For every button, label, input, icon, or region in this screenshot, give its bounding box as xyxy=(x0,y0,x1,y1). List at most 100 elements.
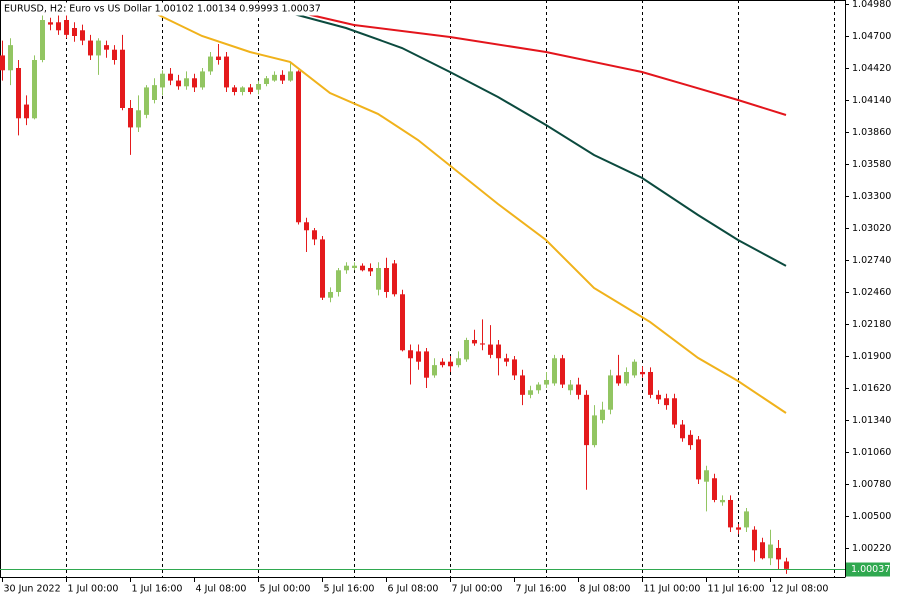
candle-body xyxy=(136,110,141,128)
candle-body xyxy=(400,294,405,351)
y-tick-label: 1.03580 xyxy=(852,159,891,170)
candle-body xyxy=(576,384,581,395)
ma-line xyxy=(289,12,787,267)
x-tick-label: 1 Jul 00:00 xyxy=(68,584,119,595)
y-tick-label: 1.02180 xyxy=(852,319,891,330)
candle-body xyxy=(232,87,237,92)
x-tick-label: 11 Jul 00:00 xyxy=(644,584,701,595)
candle-body xyxy=(472,339,477,344)
ma-line xyxy=(265,4,787,116)
candle-body xyxy=(704,470,709,482)
candle-body xyxy=(152,85,157,100)
candle-body xyxy=(600,409,605,420)
candle-body xyxy=(32,59,37,119)
ma-line xyxy=(137,4,787,414)
candle-body xyxy=(72,27,77,36)
candle-body xyxy=(528,390,533,395)
candle-body xyxy=(416,351,421,362)
candle-body xyxy=(584,394,589,446)
candle-body xyxy=(440,361,445,366)
price-label-box xyxy=(846,562,890,577)
candle-body xyxy=(0,55,5,71)
candle-body xyxy=(312,230,317,240)
y-tick-label: 1.00500 xyxy=(852,511,891,522)
candle-body xyxy=(712,478,717,500)
y-tick-label: 1.04420 xyxy=(852,63,891,74)
candle-body xyxy=(488,344,493,355)
y-tick-label: 1.03860 xyxy=(852,127,891,138)
candle-body xyxy=(448,361,453,367)
candle-body xyxy=(776,547,781,560)
candle-body xyxy=(320,239,325,298)
candle-body xyxy=(656,394,661,400)
candle-body xyxy=(184,78,189,87)
candle-body xyxy=(552,358,557,384)
candle-body xyxy=(256,83,261,90)
candle-body xyxy=(168,73,173,81)
candle-body xyxy=(160,73,165,88)
y-tick-label: 1.01340 xyxy=(852,415,891,426)
x-tick-label: 5 Jul 16:00 xyxy=(324,584,375,595)
candle-body xyxy=(112,49,117,60)
candle-body xyxy=(784,561,789,569)
x-tick-label: 12 Jul 08:00 xyxy=(772,584,829,595)
candle-body xyxy=(544,379,549,385)
candle-body xyxy=(456,358,461,366)
candle-body xyxy=(736,527,741,530)
candle-body xyxy=(480,343,485,345)
candle-body xyxy=(632,361,637,376)
candle-body xyxy=(384,267,389,292)
y-tick-label: 1.03300 xyxy=(852,191,891,202)
y-tick-label: 1.03020 xyxy=(852,223,891,234)
candle-body xyxy=(608,375,613,410)
candle-body xyxy=(240,87,245,92)
candle-body xyxy=(336,270,341,292)
candle-body xyxy=(248,87,253,92)
y-tick-label: 1.02740 xyxy=(852,255,891,266)
candle-body xyxy=(24,104,29,119)
candle-body xyxy=(432,365,437,376)
candle-body xyxy=(688,434,693,446)
candle-body xyxy=(80,30,85,41)
price-label: 1.00037 xyxy=(851,564,890,575)
candle-body xyxy=(640,371,645,375)
candle-body xyxy=(96,40,101,56)
candle-body xyxy=(328,291,333,298)
y-tick-label: 1.01620 xyxy=(852,383,891,394)
candle-body xyxy=(88,40,93,56)
candle-body xyxy=(16,67,21,119)
candle-body xyxy=(56,22,61,31)
candle-body xyxy=(504,358,509,362)
candle-body xyxy=(352,265,357,268)
candle-body xyxy=(744,511,749,528)
candle-body xyxy=(128,107,133,128)
candle-body xyxy=(520,375,525,395)
x-tick-label: 4 Jul 08:00 xyxy=(196,584,247,595)
candle-body xyxy=(104,45,109,50)
candle-body xyxy=(464,339,469,360)
y-tick-label: 1.04980 xyxy=(852,0,891,10)
candle-body xyxy=(280,74,285,81)
y-tick-label: 1.04140 xyxy=(852,95,891,106)
candle-body xyxy=(768,544,773,559)
candles xyxy=(0,15,789,574)
x-tick-label: 7 Jul 00:00 xyxy=(452,584,503,595)
candle-body xyxy=(560,358,565,385)
candle-body xyxy=(64,19,69,35)
candle-body xyxy=(344,265,349,271)
candle-body xyxy=(408,350,413,359)
y-tick-label: 1.04700 xyxy=(852,31,891,42)
candle-body xyxy=(376,267,381,290)
y-tick-label: 1.01900 xyxy=(852,351,891,362)
candle-body xyxy=(512,359,517,376)
candle-body xyxy=(392,263,397,295)
candle-body xyxy=(496,344,501,359)
candle-body xyxy=(728,499,733,528)
candle-body xyxy=(48,22,53,25)
candle-body xyxy=(760,542,765,559)
candle-body xyxy=(624,371,629,384)
candle-body xyxy=(8,45,13,71)
candle-body xyxy=(752,529,757,551)
candle-body xyxy=(192,78,197,88)
